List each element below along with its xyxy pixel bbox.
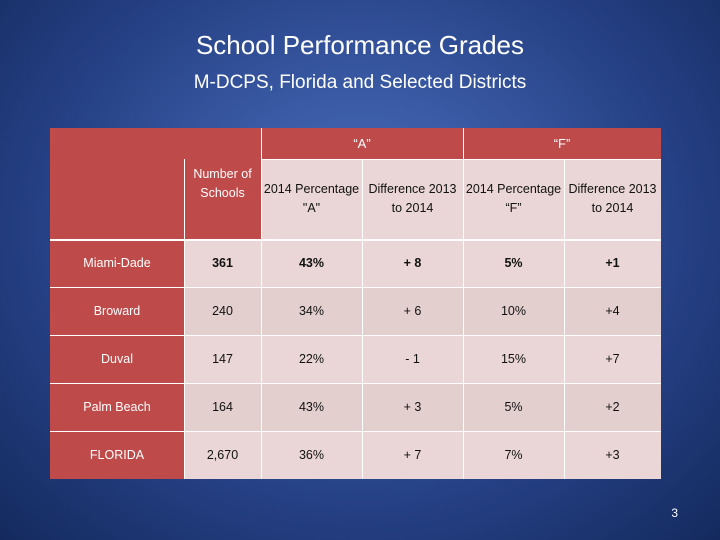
cell-schools: 361 [184,239,261,287]
grid-line [362,159,363,479]
header-number-of-schools: Number of Schools [184,159,261,239]
header-f-difference: Difference 2013 to 2014 [564,159,661,239]
cell-f-difference: +2 [564,383,661,431]
cell-schools: 240 [184,287,261,335]
cell-a-percentage: 43% [261,239,362,287]
cell-f-percentage: 7% [463,431,564,479]
grid-line [50,287,661,288]
cell-f-difference: +7 [564,335,661,383]
header-group-f: “F” [463,128,661,159]
row-label-florida: FLORIDA [50,431,184,479]
cell-f-percentage: 5% [463,239,564,287]
grid-line [564,159,565,479]
cell-f-percentage: 5% [463,383,564,431]
grid-line [261,159,661,160]
grid-line [50,431,661,432]
header-a-percentage: 2014 Percentage "A" [261,159,362,239]
page-number: 3 [671,506,678,520]
slide-title: School Performance Grades [195,30,525,60]
header-a-difference: Difference 2013 to 2014 [362,159,463,239]
cell-f-percentage: 10% [463,287,564,335]
cell-f-difference: +4 [564,287,661,335]
cell-a-percentage: 36% [261,431,362,479]
cell-f-percentage: 15% [463,335,564,383]
grades-table: Number of Schools “A” “F” 2014 Percentag… [50,128,661,479]
cell-a-percentage: 34% [261,287,362,335]
cell-f-difference: +3 [564,431,661,479]
row-label-miami-dade: Miami-Dade [50,239,184,287]
grid-line [50,335,661,336]
cell-schools: 164 [184,383,261,431]
grid-line [50,239,661,241]
cell-schools: 147 [184,335,261,383]
header-f-percentage: 2014 Percentage “F” [463,159,564,239]
cell-a-difference: + 6 [362,287,463,335]
cell-a-percentage: 22% [261,335,362,383]
cell-a-difference: - 1 [362,335,463,383]
cell-f-difference: +1 [564,239,661,287]
cell-a-difference: + 8 [362,239,463,287]
grid-line [463,128,464,479]
grid-line [184,159,185,479]
grid-line [261,128,262,479]
row-label-duval: Duval [50,335,184,383]
header-blank-cell [50,128,184,239]
cell-a-percentage: 43% [261,383,362,431]
header-group-a: “A” [261,128,463,159]
header-blank-top [184,128,261,159]
slide-subtitle: M-DCPS, Florida and Selected Districts [193,72,527,93]
row-label-palm-beach: Palm Beach [50,383,184,431]
cell-schools: 2,670 [184,431,261,479]
grid-line [50,383,661,384]
cell-a-difference: + 7 [362,431,463,479]
cell-a-difference: + 3 [362,383,463,431]
row-label-broward: Broward [50,287,184,335]
